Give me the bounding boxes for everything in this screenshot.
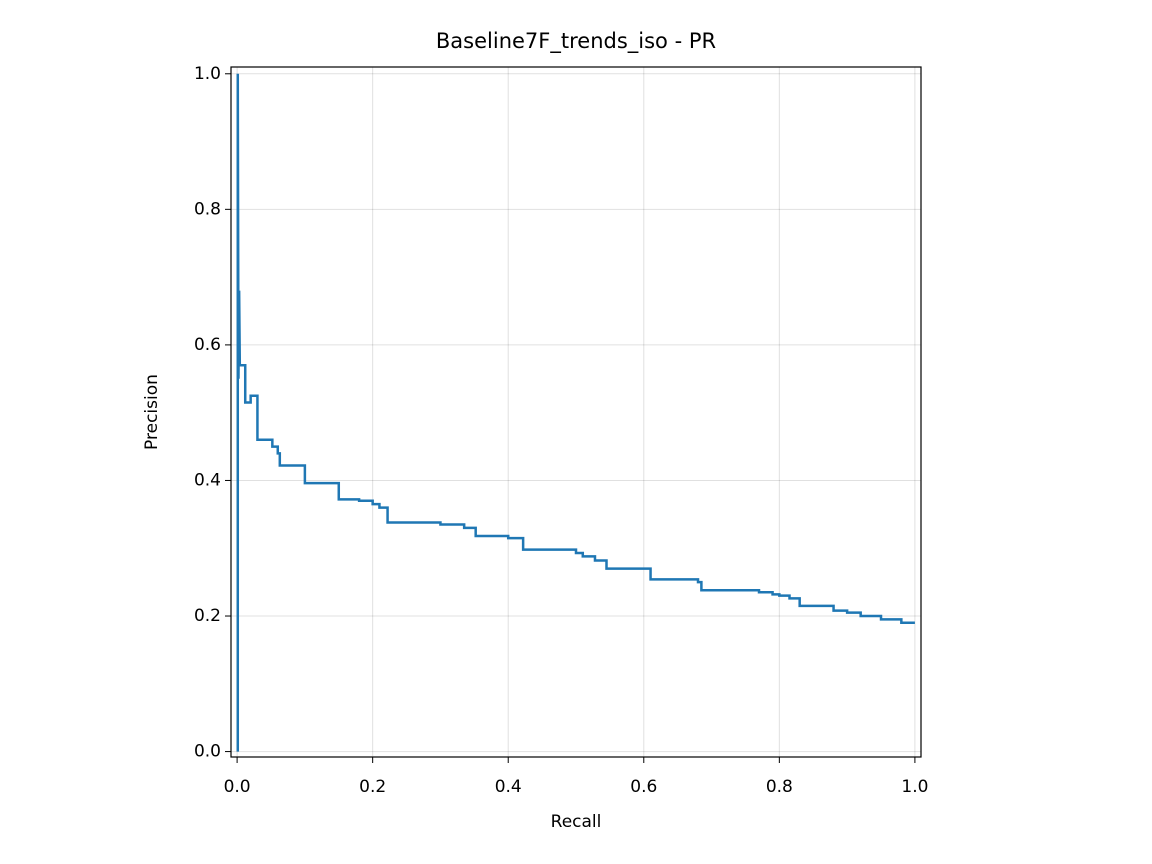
- plot-frame: [230, 66, 922, 758]
- y-tick-label: 1.0: [194, 64, 221, 84]
- x-axis-label: Recall: [551, 812, 602, 832]
- x-tick-label: 0.4: [495, 777, 522, 797]
- pr-curve: [236, 73, 915, 752]
- chart-title: Baseline7F_trends_iso - PR: [436, 29, 716, 54]
- x-tick-label: 0.0: [224, 777, 251, 797]
- y-tick-label: 0.6: [194, 335, 221, 355]
- x-tick-label: 0.2: [359, 777, 386, 797]
- y-axis-label: Precision: [142, 374, 162, 450]
- y-tick-label: 0.8: [194, 199, 221, 219]
- x-tick-label: 0.6: [630, 777, 657, 797]
- y-tick-label: 0.4: [194, 470, 221, 490]
- y-tick-label: 0.0: [194, 742, 221, 762]
- y-tick-label: 0.2: [194, 606, 221, 626]
- x-tick-label: 0.8: [766, 777, 793, 797]
- x-tick-label: 1.0: [901, 777, 928, 797]
